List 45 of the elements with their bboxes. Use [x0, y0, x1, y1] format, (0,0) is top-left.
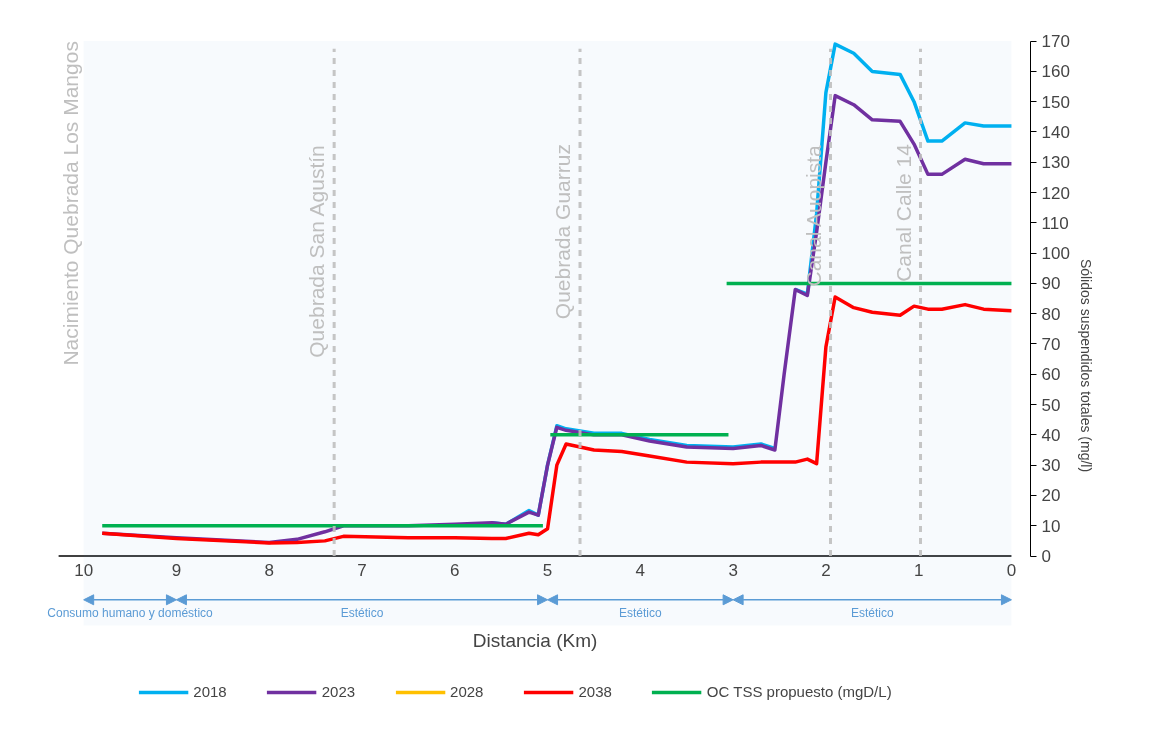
band-label: Estético	[618, 605, 662, 620]
band-label: Estético	[850, 605, 894, 620]
y-tick-label: 30	[1041, 456, 1061, 476]
y-tick-label: 150	[1041, 92, 1070, 112]
y-tick-label: 70	[1041, 334, 1061, 354]
y-tick-label: 130	[1041, 153, 1070, 173]
ref-line-label: Quebrada San Agustín	[305, 145, 329, 358]
y-tick-label: 90	[1041, 274, 1061, 294]
legend-label: 2018	[193, 683, 227, 700]
legend-label: 2028	[450, 683, 484, 700]
ref-line-label: Quebrada Guarruz	[551, 144, 575, 320]
x-tick-label: 5	[542, 561, 553, 581]
x-tick-label: 2	[821, 561, 831, 581]
x-tick-label: 8	[264, 561, 274, 581]
legend-label: 2023	[321, 683, 356, 700]
x-tick-label: 4	[635, 561, 646, 581]
x-tick-label: 1	[913, 561, 924, 581]
y-tick-label: 10	[1041, 516, 1061, 536]
y-tick-label: 110	[1041, 213, 1069, 233]
y-tick-label: 60	[1041, 365, 1061, 385]
x-axis-title: Distancia (Km)	[472, 630, 598, 652]
y-tick-label: 0	[1041, 547, 1051, 567]
y-tick-label: 20	[1041, 486, 1061, 506]
y-tick-label: 140	[1041, 122, 1070, 142]
x-tick-label: 3	[728, 561, 738, 581]
legend-label: OC TSS propuesto (mgD/L)	[706, 683, 892, 700]
legend-label: 2038	[578, 683, 612, 700]
y-tick-label: 160	[1041, 62, 1070, 82]
band-label: Consumo humano y doméstico	[47, 605, 214, 620]
x-tick-label: 9	[171, 561, 182, 581]
y-tick-label: 170	[1041, 32, 1070, 52]
x-tick-label: 10	[74, 561, 94, 581]
y-tick-label: 50	[1041, 395, 1061, 415]
y-tick-label: 80	[1041, 304, 1061, 324]
y-axis-title: Sólidos suspendidos totales (mg/l)	[1077, 258, 1094, 473]
ref-line-label: Canal Auopista	[801, 144, 825, 287]
x-tick-label: 6	[450, 561, 460, 581]
x-tick-label: 7	[357, 561, 367, 581]
band-label: Estético	[340, 605, 384, 620]
annotation: Nacimiento Quebrada Los Mangos	[58, 41, 82, 366]
y-tick-label: 40	[1041, 425, 1061, 445]
ref-line-label: Canal Calle 14	[891, 143, 915, 282]
y-tick-label: 120	[1041, 183, 1070, 203]
y-tick-label: 100	[1041, 244, 1070, 264]
x-tick-label: 0	[1006, 561, 1017, 581]
